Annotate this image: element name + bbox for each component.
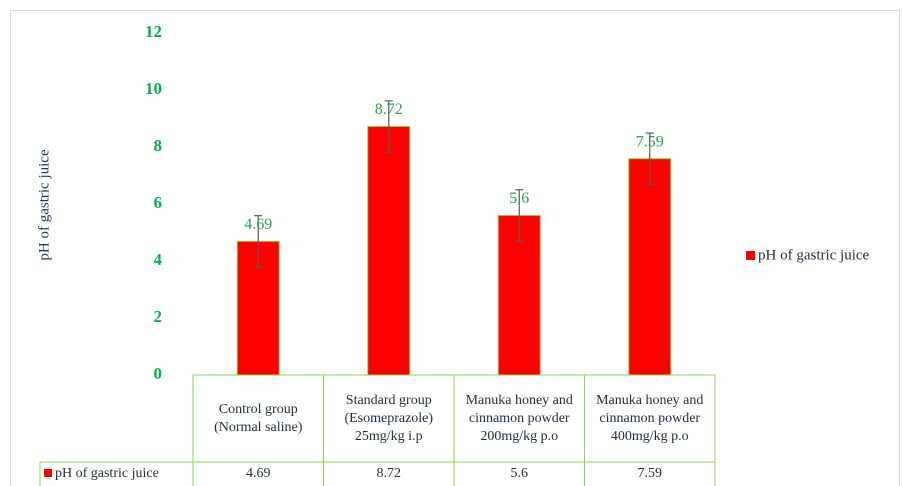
y-tick-label: 0 — [154, 364, 163, 383]
data-label: 7.59 — [636, 133, 664, 150]
bar — [497, 214, 541, 376]
category-label: Control group (Normal saline) — [214, 401, 303, 435]
table-value: 5.6 — [511, 466, 529, 481]
y-tick-label: 6 — [154, 193, 163, 212]
y-tick-label: 4 — [154, 250, 163, 269]
category-label: Manuka honey and cinnamon powder 400mg/k… — [596, 392, 704, 444]
y-tick-label: 8 — [154, 136, 163, 155]
table-row-header: pH of gastric juice — [55, 466, 159, 481]
bar — [628, 158, 672, 376]
legend-label: pH of gastric juice — [758, 247, 870, 263]
table-legend-key — [44, 469, 52, 477]
y-axis-title: pH of gastric juice — [36, 149, 52, 261]
table-value: 4.69 — [246, 466, 271, 481]
data-label: 4.69 — [244, 216, 272, 233]
bar — [367, 125, 411, 376]
table-value: 8.72 — [377, 466, 402, 481]
category-label: Manuka honey and cinnamon powder 200mg/k… — [465, 392, 573, 444]
y-tick-label: 12 — [145, 22, 162, 41]
table-value: 7.59 — [638, 466, 663, 481]
y-tick-label: 10 — [145, 79, 162, 98]
category-label: Standard group (Esomeprazole) 25mg/kg i.… — [344, 392, 434, 444]
data-label: 5.6 — [509, 190, 529, 207]
y-tick-label: 2 — [154, 307, 163, 326]
legend-key — [746, 251, 755, 260]
chart-border — [10, 10, 900, 486]
data-label: 8.72 — [375, 101, 403, 118]
